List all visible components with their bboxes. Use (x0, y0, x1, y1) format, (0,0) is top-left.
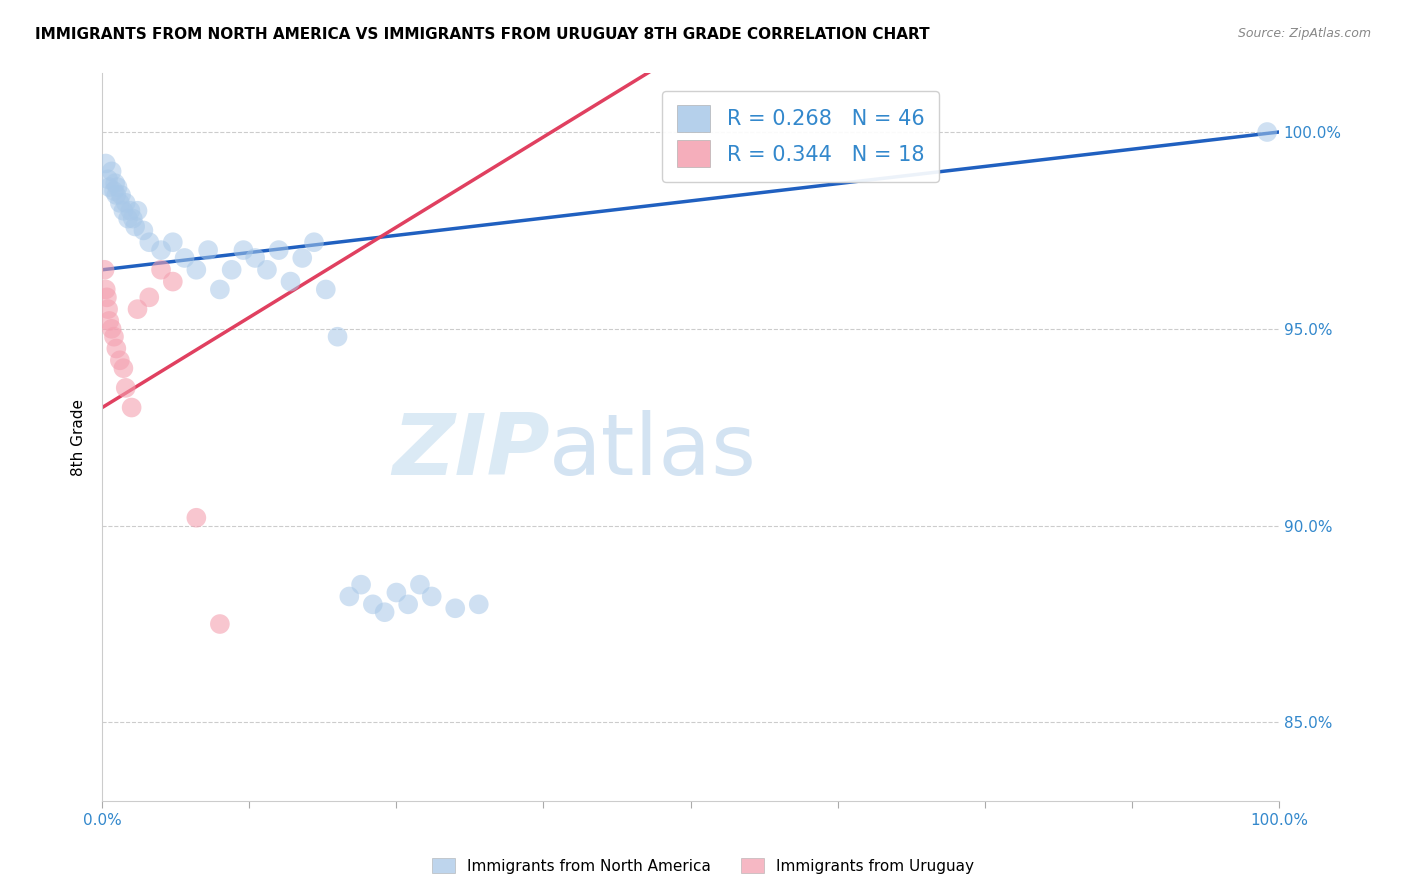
Point (444, 601, 467, 615)
Point (256, 262, 278, 277)
Point (105, 188, 128, 202)
Point (132, 223, 155, 237)
Point (243, 251, 266, 265)
Point (104, 176, 127, 190)
Text: atlas: atlas (550, 410, 758, 493)
Point (208, 617, 231, 632)
Point (94, 283, 117, 297)
Point (94, 156, 117, 170)
Point (103, 329, 125, 343)
Point (103, 184, 125, 198)
Text: ZIP: ZIP (392, 410, 550, 493)
Point (121, 401, 143, 415)
Point (114, 195, 136, 210)
Point (121, 211, 143, 226)
Point (105, 342, 128, 356)
Point (97, 172, 120, 186)
Point (173, 251, 195, 265)
Point (150, 262, 173, 277)
Text: Source: ZipAtlas.com: Source: ZipAtlas.com (1237, 27, 1371, 40)
Point (127, 302, 149, 317)
Point (162, 275, 184, 289)
Point (302, 235, 325, 250)
Point (208, 283, 231, 297)
Point (100, 322, 122, 336)
Point (108, 353, 131, 368)
Point (315, 283, 337, 297)
Point (96, 290, 118, 304)
Point (409, 577, 432, 591)
Point (420, 590, 443, 604)
Text: IMMIGRANTS FROM NORTH AMERICA VS IMMIGRANTS FROM URUGUAY 8TH GRADE CORRELATION C: IMMIGRANTS FROM NORTH AMERICA VS IMMIGRA… (35, 27, 929, 42)
Point (385, 585, 408, 599)
Point (124, 219, 146, 234)
Point (374, 605, 396, 619)
Point (112, 361, 135, 376)
Y-axis label: 8th Grade: 8th Grade (72, 399, 86, 475)
Point (138, 290, 160, 304)
Point (150, 243, 173, 257)
Point (112, 203, 135, 218)
Point (107, 180, 129, 194)
Point (186, 510, 208, 524)
Point (1256, 125, 1278, 139)
Point (98, 314, 121, 328)
Point (361, 598, 384, 612)
Point (197, 243, 219, 257)
Point (100, 164, 122, 178)
Point (97, 302, 120, 317)
Point (280, 275, 302, 289)
Legend: Immigrants from North America, Immigrants from Uruguay: Immigrants from North America, Immigrant… (426, 852, 980, 880)
Point (98, 180, 121, 194)
Point (120, 203, 142, 218)
Point (127, 203, 149, 218)
Point (267, 243, 290, 257)
Point (110, 188, 132, 202)
Point (350, 577, 373, 591)
Point (232, 243, 254, 257)
Point (396, 598, 419, 612)
Point (326, 329, 349, 343)
Point (138, 235, 160, 250)
Point (468, 598, 491, 612)
Point (117, 211, 139, 226)
Point (93, 262, 115, 277)
Point (221, 262, 243, 277)
Point (186, 262, 208, 277)
Point (337, 590, 360, 604)
Point (108, 195, 131, 210)
Legend: R = 0.268   N = 46, R = 0.344   N = 18: R = 0.268 N = 46, R = 0.344 N = 18 (662, 91, 939, 182)
Point (114, 381, 136, 395)
Point (291, 251, 314, 265)
Point (162, 235, 184, 250)
